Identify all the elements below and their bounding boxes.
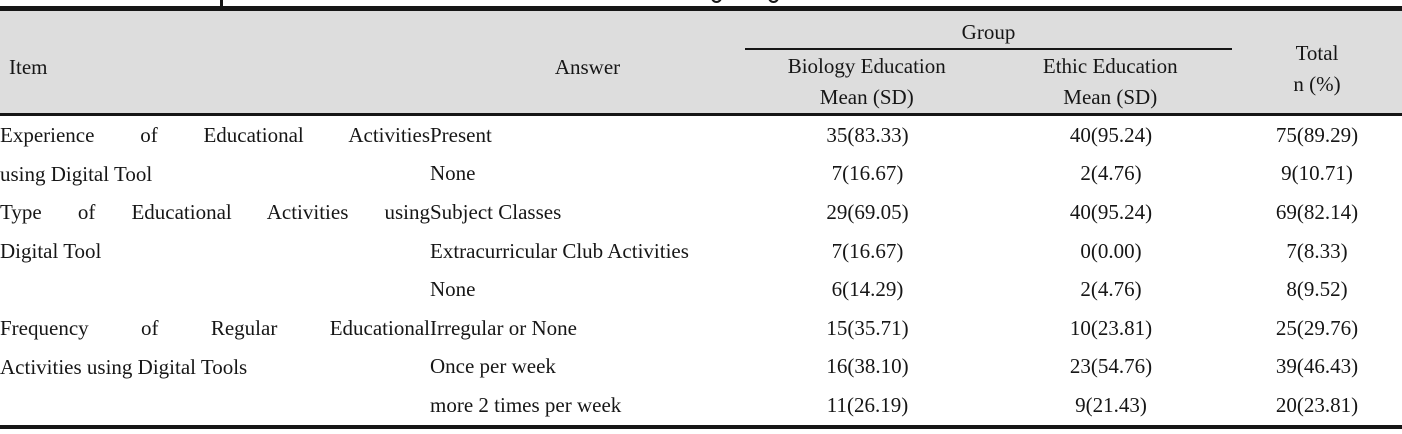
ethic-value-cell: 23(54.76)	[1069, 354, 1153, 379]
biology-value-cell: 6(14.29)	[831, 277, 904, 302]
biology-value-cell: 7(16.67)	[831, 161, 904, 186]
caption-descender-fragment	[220, 0, 223, 6]
column-header-total: Total n (%)	[1232, 11, 1402, 113]
answer-cell: Subject Classes	[430, 199, 562, 224]
biology-header-line2: Mean (SD)	[819, 84, 914, 109]
table-body: Experience of Educational Activities usi…	[0, 116, 1402, 425]
total-value-cell: 25(29.76)	[1275, 315, 1359, 340]
item-text-line: using Digital Tool	[0, 161, 153, 186]
table-row: None 7(16.67) 2(4.76) 9(10.71)	[0, 155, 1402, 194]
biology-value-cell: 11(26.19)	[826, 392, 909, 417]
answer-cell: Once per week	[430, 354, 556, 379]
ethic-value-cell: 0(0.00)	[1080, 238, 1142, 263]
total-value-cell: 39(46.43)	[1275, 354, 1359, 379]
item-text-line: Experience of Educational Activities	[0, 123, 430, 147]
biology-value-cell: 15(35.71)	[826, 315, 909, 340]
answer-cell: Present	[430, 122, 492, 147]
group-subheaders: Biology Education Mean (SD) Ethic Educat…	[745, 50, 1232, 113]
cropped-caption-strip	[0, 0, 1402, 6]
column-header-answer: Answer	[554, 54, 621, 79]
answer-cell: Irregular or None	[430, 315, 577, 340]
table-row: more 2 times per week 11(26.19) 9(21.43)…	[0, 386, 1402, 425]
ethic-header-line2: Mean (SD)	[1063, 84, 1158, 109]
total-value-cell: 20(23.81)	[1275, 392, 1359, 417]
item-cell: Frequency of Regular Educational Activit…	[0, 309, 430, 425]
caption-descender-fragment	[711, 0, 722, 3]
ethic-value-cell: 10(23.81)	[1069, 315, 1153, 340]
biology-header-line1: Biology Education	[787, 53, 946, 78]
column-header-group: Group Biology Education Mean (SD) Ethic …	[745, 11, 1232, 113]
column-header-item: Item	[9, 54, 48, 79]
ethic-value-cell: 40(95.24)	[1069, 199, 1153, 224]
table-row: Type of Educational Activities using Dig…	[0, 193, 1402, 263]
answer-cell: None	[430, 277, 476, 302]
total-header-line2: n (%)	[1293, 72, 1341, 96]
ethic-value-cell: 40(95.24)	[1069, 122, 1153, 147]
table-row: Frequency of Regular Educational Activit…	[0, 309, 1402, 379]
item-cell: Type of Educational Activities using Dig…	[0, 193, 430, 309]
total-header-line1: Total	[1295, 41, 1339, 65]
table-row: Once per week 16(38.10) 23(54.76) 39(46.…	[0, 348, 1402, 387]
biology-value-cell: 35(83.33)	[826, 122, 909, 147]
item-cell: Experience of Educational Activities usi…	[0, 116, 430, 193]
total-value-cell: 9(10.71)	[1281, 161, 1353, 186]
ethic-header-line1: Ethic Education	[1042, 53, 1178, 78]
ethic-value-cell: 2(4.76)	[1080, 161, 1142, 186]
results-table: Item Answer Group Biology Education Mean…	[0, 6, 1402, 429]
answer-cell: more 2 times per week	[430, 392, 622, 417]
answer-cell: Extracurricular Club Activities	[430, 238, 689, 263]
caption-descender-fragment	[768, 0, 779, 3]
ethic-value-cell: 2(4.76)	[1080, 277, 1142, 302]
item-text-line: Digital Tool	[0, 238, 102, 263]
table-row: Extracurricular Club Activities 7(16.67)…	[0, 232, 1402, 271]
table-row: Experience of Educational Activities usi…	[0, 116, 1402, 186]
column-header-biology-education: Biology Education Mean (SD)	[745, 50, 989, 113]
total-value-cell: 7(8.33)	[1286, 238, 1348, 263]
answer-cell: None	[430, 161, 476, 186]
total-value-cell: 8(9.52)	[1286, 277, 1348, 302]
biology-value-cell: 7(16.67)	[831, 238, 904, 263]
column-header-ethic-education: Ethic Education Mean (SD)	[989, 50, 1233, 113]
total-value-cell: 75(89.29)	[1275, 122, 1359, 147]
item-text-line: Frequency of Regular Educational	[0, 315, 430, 340]
ethic-value-cell: 9(21.43)	[1075, 392, 1147, 417]
item-text-line: Activities using Digital Tools	[0, 354, 248, 379]
group-header-label: Group	[745, 11, 1232, 50]
table-header-row: Item Answer Group Biology Education Mean…	[0, 11, 1402, 116]
biology-value-cell: 29(69.05)	[826, 199, 909, 224]
biology-value-cell: 16(38.10)	[826, 354, 909, 379]
total-value-cell: 69(82.14)	[1275, 199, 1359, 224]
table-row: None 6(14.29) 2(4.76) 8(9.52)	[0, 270, 1402, 309]
item-text-line: Type of Educational Activities using	[0, 200, 430, 225]
